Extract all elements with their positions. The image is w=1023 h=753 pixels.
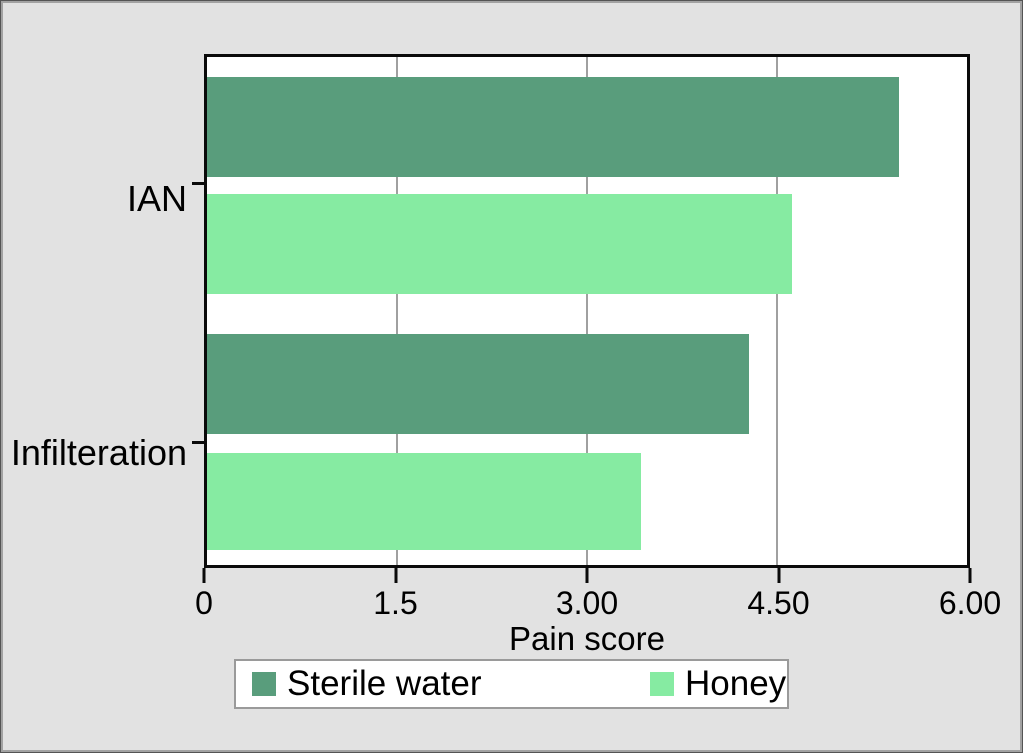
x-tick-label-4-50: 4.50	[747, 585, 810, 621]
x-tick-6-00	[968, 568, 972, 583]
bar-infilteration-honey	[207, 453, 642, 550]
legend-swatch-sterile-water	[252, 672, 276, 696]
gridline-3-00	[586, 57, 588, 565]
category-label-infilteration: Infilteration	[10, 432, 187, 473]
x-tick-1-5	[394, 568, 397, 583]
gridline-1-5	[396, 57, 398, 565]
legend-entry-sterile-water: Sterile water	[252, 661, 482, 707]
bar-ian-sterile-water	[207, 77, 899, 177]
legend-label-sterile-water: Sterile water	[287, 664, 482, 703]
legend: Sterile water Honey	[234, 659, 789, 709]
x-tick-4-50	[777, 568, 780, 583]
category-label-ian: IAN	[126, 178, 187, 219]
x-tick-0	[202, 568, 206, 583]
legend-entry-honey: Honey	[650, 661, 786, 707]
x-tick-3-00	[585, 568, 589, 583]
bar-infilteration-sterile-water	[207, 334, 750, 434]
bar-ian-honey	[207, 194, 793, 294]
x-tick-label-1-5: 1.5	[373, 585, 418, 621]
x-axis-ticks	[202, 568, 972, 583]
x-tick-label-3-00: 3.00	[555, 585, 619, 621]
y-tick-infilteration	[192, 441, 204, 444]
x-axis-title: Pain score	[509, 620, 665, 657]
x-tick-label-6-00: 6.00	[938, 585, 1002, 621]
legend-label-honey: Honey	[685, 664, 787, 703]
x-tick-label-0: 0	[195, 585, 213, 621]
plot-area	[204, 54, 970, 568]
gridline-4-50	[776, 57, 778, 565]
legend-swatch-honey	[650, 672, 674, 696]
y-tick-ian	[192, 182, 204, 185]
x-axis-tick-labels: 0 1.5 3.00 4.50 6.00	[195, 585, 1001, 623]
